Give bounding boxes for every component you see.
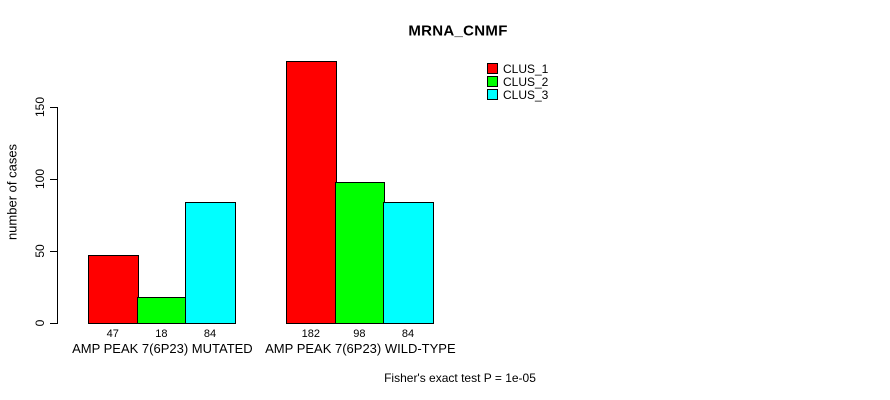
y-tick-mark bbox=[50, 107, 57, 108]
bar-value-label: 182 bbox=[301, 328, 320, 340]
y-tick-label: 50 bbox=[33, 244, 47, 258]
y-tick-label: 150 bbox=[33, 96, 47, 118]
legend-swatch-clus_3 bbox=[487, 89, 498, 100]
legend-row: CLUS_3 bbox=[487, 87, 549, 102]
bar-clus_3-group1 bbox=[185, 202, 236, 324]
bar-clus_2-group1 bbox=[136, 297, 188, 324]
bar-value-label: 84 bbox=[203, 328, 217, 340]
stat-annotation: Fisher's exact test P = 1e-05 bbox=[384, 371, 536, 385]
bar-value-label: 47 bbox=[106, 328, 119, 340]
y-tick-mark bbox=[50, 179, 57, 180]
legend-swatch-clus_1 bbox=[487, 63, 498, 74]
legend: CLUS_1 CLUS_2 CLUS_3 bbox=[487, 61, 549, 102]
chart-title: MRNA_CNMF bbox=[408, 22, 508, 40]
y-axis-label: number of cases bbox=[4, 143, 20, 241]
bar-clus_1-group1 bbox=[88, 255, 139, 324]
x-group-label: AMP PEAK 7(6P23) MUTATED bbox=[72, 341, 253, 356]
y-axis-line bbox=[57, 107, 58, 324]
y-tick-label: 100 bbox=[33, 168, 47, 190]
legend-label: CLUS_1 bbox=[503, 61, 549, 76]
legend-row: CLUS_1 bbox=[487, 61, 549, 76]
y-tick-label: 0 bbox=[33, 319, 47, 327]
legend-label: CLUS_3 bbox=[503, 87, 549, 102]
bar-clus_3-group2 bbox=[383, 202, 434, 324]
y-tick-mark bbox=[50, 323, 57, 324]
legend-label: CLUS_2 bbox=[503, 74, 549, 89]
bar-clus_1-group2 bbox=[286, 60, 337, 324]
legend-swatch-clus_2 bbox=[487, 76, 498, 87]
bar-clus_2-group2 bbox=[334, 181, 386, 324]
legend-row: CLUS_2 bbox=[487, 74, 549, 89]
x-group-label: AMP PEAK 7(6P23) WILD-TYPE bbox=[265, 341, 456, 356]
y-tick-mark bbox=[50, 251, 57, 252]
bar-value-label: 84 bbox=[401, 328, 415, 340]
bar-value-label: 18 bbox=[155, 328, 168, 340]
bar-value-label: 98 bbox=[353, 328, 366, 340]
